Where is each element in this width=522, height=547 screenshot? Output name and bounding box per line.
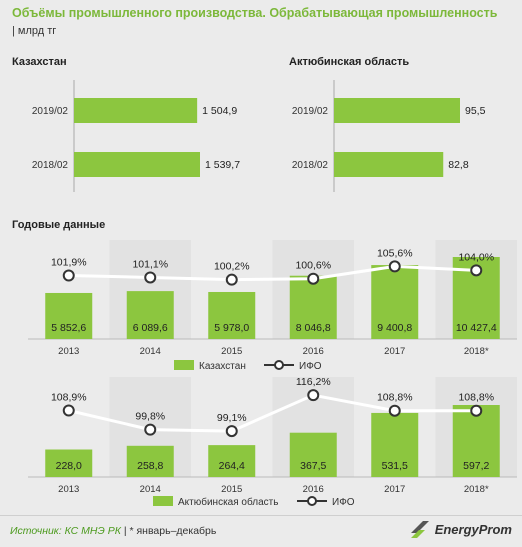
year-tick-label: 2014 — [140, 484, 161, 495]
data-label: 95,5 — [465, 105, 486, 117]
ifo-marker — [307, 389, 320, 402]
legend-swatch-bars — [153, 496, 173, 506]
bar-value-label: 8 046,8 — [296, 322, 331, 334]
year-tick-label: 2015 — [221, 346, 242, 357]
year-tick-label: 2018* — [464, 484, 489, 495]
bar — [289, 432, 337, 477]
year-tick-label: 2017 — [384, 346, 405, 357]
legend-label-ifo: ИФО — [299, 361, 322, 372]
legend-marker-ifo — [274, 360, 284, 370]
ifo-value-label: 108,9% — [51, 392, 87, 404]
ifo-marker — [225, 425, 238, 438]
bar — [371, 412, 419, 477]
ifo-line — [68, 393, 477, 433]
year-tick-label: 2017 — [384, 484, 405, 495]
ifo-marker — [62, 404, 75, 417]
bar-value-label: 531,5 — [382, 460, 408, 472]
bar-value-label: 597,2 — [463, 460, 489, 472]
category-label: 2019/02 — [32, 106, 69, 117]
ifo-value-label: 108,8% — [458, 392, 494, 404]
ifo-value-label: 99,8% — [135, 411, 165, 423]
year-tick-label: 2016 — [303, 346, 324, 357]
footnote-text: | * январь–декабрь — [123, 525, 217, 537]
section-label-annual: Годовые данные — [12, 219, 106, 231]
logo-text: EnergyProm — [434, 521, 512, 537]
bar — [452, 405, 500, 477]
ifo-marker — [388, 260, 401, 273]
bar — [208, 291, 256, 339]
ifo-marker — [62, 269, 75, 282]
bar-value-label: 5 852,6 — [51, 322, 86, 334]
source-line: Источник: КС МНЭ РК | * январь–декабрь — [10, 525, 216, 537]
ifo-marker — [470, 264, 483, 277]
bar-value-label: 228,0 — [56, 460, 82, 472]
ifo-value-label: 105,6% — [377, 247, 413, 259]
bar — [74, 152, 200, 177]
legend-marker-ifo — [307, 496, 317, 506]
ifo-value-label: 100,6% — [295, 260, 331, 272]
ifo-marker — [225, 273, 238, 286]
chart-title: Объёмы промышленного производства. Обраб… — [12, 6, 498, 20]
year-tick-label: 2013 — [58, 346, 79, 357]
bar-value-label: 9 400,8 — [377, 322, 412, 334]
year-tick-label: 2016 — [303, 484, 324, 495]
category-label: 2019/02 — [292, 106, 329, 117]
section-label-kz: Казахстан — [12, 56, 67, 68]
data-label: 82,8 — [448, 159, 469, 171]
bar — [334, 152, 444, 177]
legend-swatch-bars — [174, 360, 194, 370]
bar — [371, 265, 419, 339]
energyprom-logo: EnergyProm — [409, 519, 512, 539]
ifo-marker — [388, 404, 401, 417]
ifo-value-label: 100,2% — [214, 261, 250, 273]
bar-value-label: 10 427,4 — [456, 322, 497, 334]
data-label: 1 539,7 — [205, 159, 240, 171]
bar-value-label: 367,5 — [300, 460, 326, 472]
hbar-chart-aktobe: 2019/02 95,5 2018/02 82,8 — [292, 80, 486, 192]
source-text: Источник: КС МНЭ РК — [10, 525, 121, 537]
footer: Источник: КС МНЭ РК | * январь–декабрь E… — [0, 515, 522, 547]
year-tick-label: 2014 — [140, 346, 161, 357]
legend-label-bars: Актюбинская область — [178, 496, 278, 508]
ifo-value-label: 108,8% — [377, 392, 413, 404]
ifo-value-label: 104,0% — [458, 251, 494, 263]
unit-label: | млрд тг — [12, 25, 57, 37]
ifo-marker — [307, 272, 320, 285]
bar — [208, 445, 256, 477]
section-label-aktobe: Актюбинская область — [289, 56, 410, 68]
bar — [74, 98, 198, 123]
ifo-line — [68, 264, 477, 282]
annual-chart-aktobe: 228,0 2013 258,8 2014 264,4 2015 367,5 2016 531,… — [28, 377, 517, 508]
ifo-value-label: 116,2% — [296, 377, 331, 388]
ifo-marker — [144, 423, 157, 436]
ifo-value-label: 101,9% — [51, 257, 87, 269]
bar-value-label: 5 978,0 — [214, 322, 249, 334]
year-tick-label: 2018* — [464, 346, 489, 357]
category-label: 2018/02 — [292, 160, 329, 171]
bar — [45, 292, 93, 339]
year-tick-label: 2015 — [221, 484, 242, 495]
bar-value-label: 264,4 — [219, 460, 245, 472]
bar — [126, 445, 174, 477]
bar-value-label: 258,8 — [137, 460, 163, 472]
hbar-chart-kazakhstan: 2019/02 1 504,9 2018/02 1 539,7 — [32, 80, 240, 192]
year-tick-label: 2013 — [58, 484, 79, 495]
bar-value-label: 6 089,6 — [133, 322, 168, 334]
energyprom-logo-icon — [410, 521, 429, 538]
bar — [334, 98, 460, 123]
category-label: 2018/02 — [32, 160, 69, 171]
ifo-marker — [470, 404, 483, 417]
bar — [126, 291, 174, 339]
ifo-value-label: 99,1% — [217, 412, 247, 424]
legend-label-ifo: ИФО — [332, 497, 355, 508]
annual-chart-kazakhstan: 5 852,6 2013 6 089,6 2014 5 978,0 2015 8 046,8… — [28, 240, 517, 372]
data-label: 1 504,9 — [202, 105, 237, 117]
legend-label-bars: Казахстан — [199, 361, 246, 372]
bar — [289, 275, 337, 339]
bar — [45, 449, 93, 477]
ifo-value-label: 101,1% — [132, 258, 168, 270]
ifo-marker — [144, 271, 157, 284]
